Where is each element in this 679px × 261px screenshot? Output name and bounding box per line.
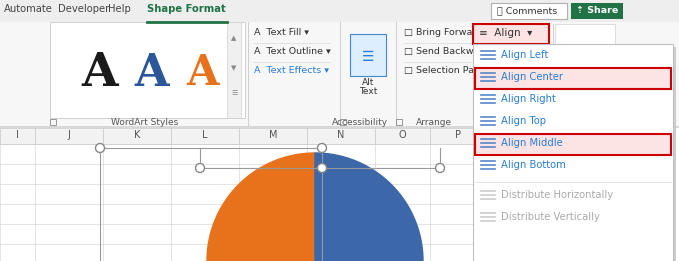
Text: Shape Format: Shape Format bbox=[147, 4, 225, 14]
Text: ≡  Align  ▾: ≡ Align ▾ bbox=[479, 28, 532, 38]
Text: Align Top: Align Top bbox=[501, 116, 546, 126]
Circle shape bbox=[435, 163, 445, 173]
Text: A: A bbox=[81, 50, 118, 96]
Text: Developer: Developer bbox=[58, 4, 109, 14]
Text: Align Bottom: Align Bottom bbox=[501, 160, 566, 170]
Bar bbox=[375, 128, 430, 144]
Bar bbox=[396, 22, 397, 126]
Text: Arrange: Arrange bbox=[416, 118, 452, 127]
Text: ☰: ☰ bbox=[231, 90, 237, 96]
Bar bbox=[307, 128, 375, 144]
Bar bbox=[171, 128, 239, 144]
Bar bbox=[340, 22, 341, 126]
Text: N: N bbox=[337, 130, 345, 140]
Text: A  Text Outline ▾: A Text Outline ▾ bbox=[254, 47, 331, 56]
Text: ▼: ▼ bbox=[232, 65, 237, 71]
Text: P: P bbox=[454, 130, 460, 140]
Polygon shape bbox=[315, 153, 423, 261]
Bar bbox=[0, 128, 679, 261]
Text: □ Bring Forward   ▾: □ Bring Forward ▾ bbox=[404, 28, 496, 37]
Bar bbox=[553, 24, 554, 44]
Bar bbox=[485, 128, 540, 144]
Text: Accessibility: Accessibility bbox=[332, 118, 388, 127]
Circle shape bbox=[318, 144, 327, 152]
Bar bbox=[475, 134, 671, 155]
Text: Distribute Vertically: Distribute Vertically bbox=[501, 212, 600, 222]
Text: Q: Q bbox=[509, 130, 516, 140]
Text: Alt: Alt bbox=[362, 78, 374, 87]
Polygon shape bbox=[207, 153, 315, 261]
Text: Automate: Automate bbox=[4, 4, 53, 14]
Text: I: I bbox=[16, 130, 19, 140]
Text: Distribute Horizontally: Distribute Horizontally bbox=[501, 190, 613, 200]
Text: WordArt Styles: WordArt Styles bbox=[111, 118, 179, 127]
Bar bbox=[50, 119, 56, 125]
Bar bbox=[50, 22, 245, 118]
Text: Align Left: Align Left bbox=[501, 50, 549, 60]
Bar bbox=[0, 128, 35, 144]
Text: J: J bbox=[68, 130, 71, 140]
Text: L: L bbox=[202, 130, 208, 140]
Text: A  Text Fill ▾: A Text Fill ▾ bbox=[254, 28, 309, 37]
Bar bbox=[571, 3, 623, 19]
Bar bbox=[555, 24, 615, 44]
Bar bbox=[0, 126, 679, 128]
Bar bbox=[227, 22, 241, 118]
Text: A: A bbox=[134, 51, 169, 94]
Bar bbox=[473, 44, 673, 261]
Bar bbox=[473, 24, 549, 44]
Bar bbox=[35, 128, 103, 144]
Circle shape bbox=[318, 163, 327, 173]
Text: O: O bbox=[399, 130, 406, 140]
Bar bbox=[476, 47, 676, 261]
Bar bbox=[475, 68, 671, 89]
Text: ☰: ☰ bbox=[362, 50, 374, 64]
Text: Align Center: Align Center bbox=[501, 72, 563, 82]
Text: □ Send Backward ▾: □ Send Backward ▾ bbox=[404, 47, 497, 56]
Text: ▲: ▲ bbox=[232, 35, 237, 41]
Circle shape bbox=[196, 163, 204, 173]
Text: ⇡ Share: ⇡ Share bbox=[576, 6, 619, 15]
Circle shape bbox=[96, 144, 105, 152]
Text: Align Middle: Align Middle bbox=[501, 138, 563, 148]
Bar bbox=[491, 3, 567, 19]
Text: A: A bbox=[186, 52, 218, 94]
Text: ⎙ Comments: ⎙ Comments bbox=[497, 6, 557, 15]
Text: K: K bbox=[134, 130, 140, 140]
Text: □ Selection Pane: □ Selection Pane bbox=[404, 66, 486, 75]
Bar bbox=[239, 128, 307, 144]
Bar bbox=[396, 119, 402, 125]
Text: Align Right: Align Right bbox=[501, 94, 556, 104]
Text: M: M bbox=[269, 130, 277, 140]
Text: Text: Text bbox=[359, 87, 378, 96]
Bar bbox=[0, 0, 679, 128]
Text: A  Text Effects ▾: A Text Effects ▾ bbox=[254, 66, 329, 75]
Bar bbox=[248, 22, 249, 126]
Bar bbox=[0, 0, 679, 22]
Bar bbox=[350, 34, 386, 76]
Bar bbox=[430, 128, 485, 144]
Bar bbox=[340, 119, 346, 125]
Bar bbox=[103, 128, 171, 144]
Text: Help: Help bbox=[108, 4, 131, 14]
